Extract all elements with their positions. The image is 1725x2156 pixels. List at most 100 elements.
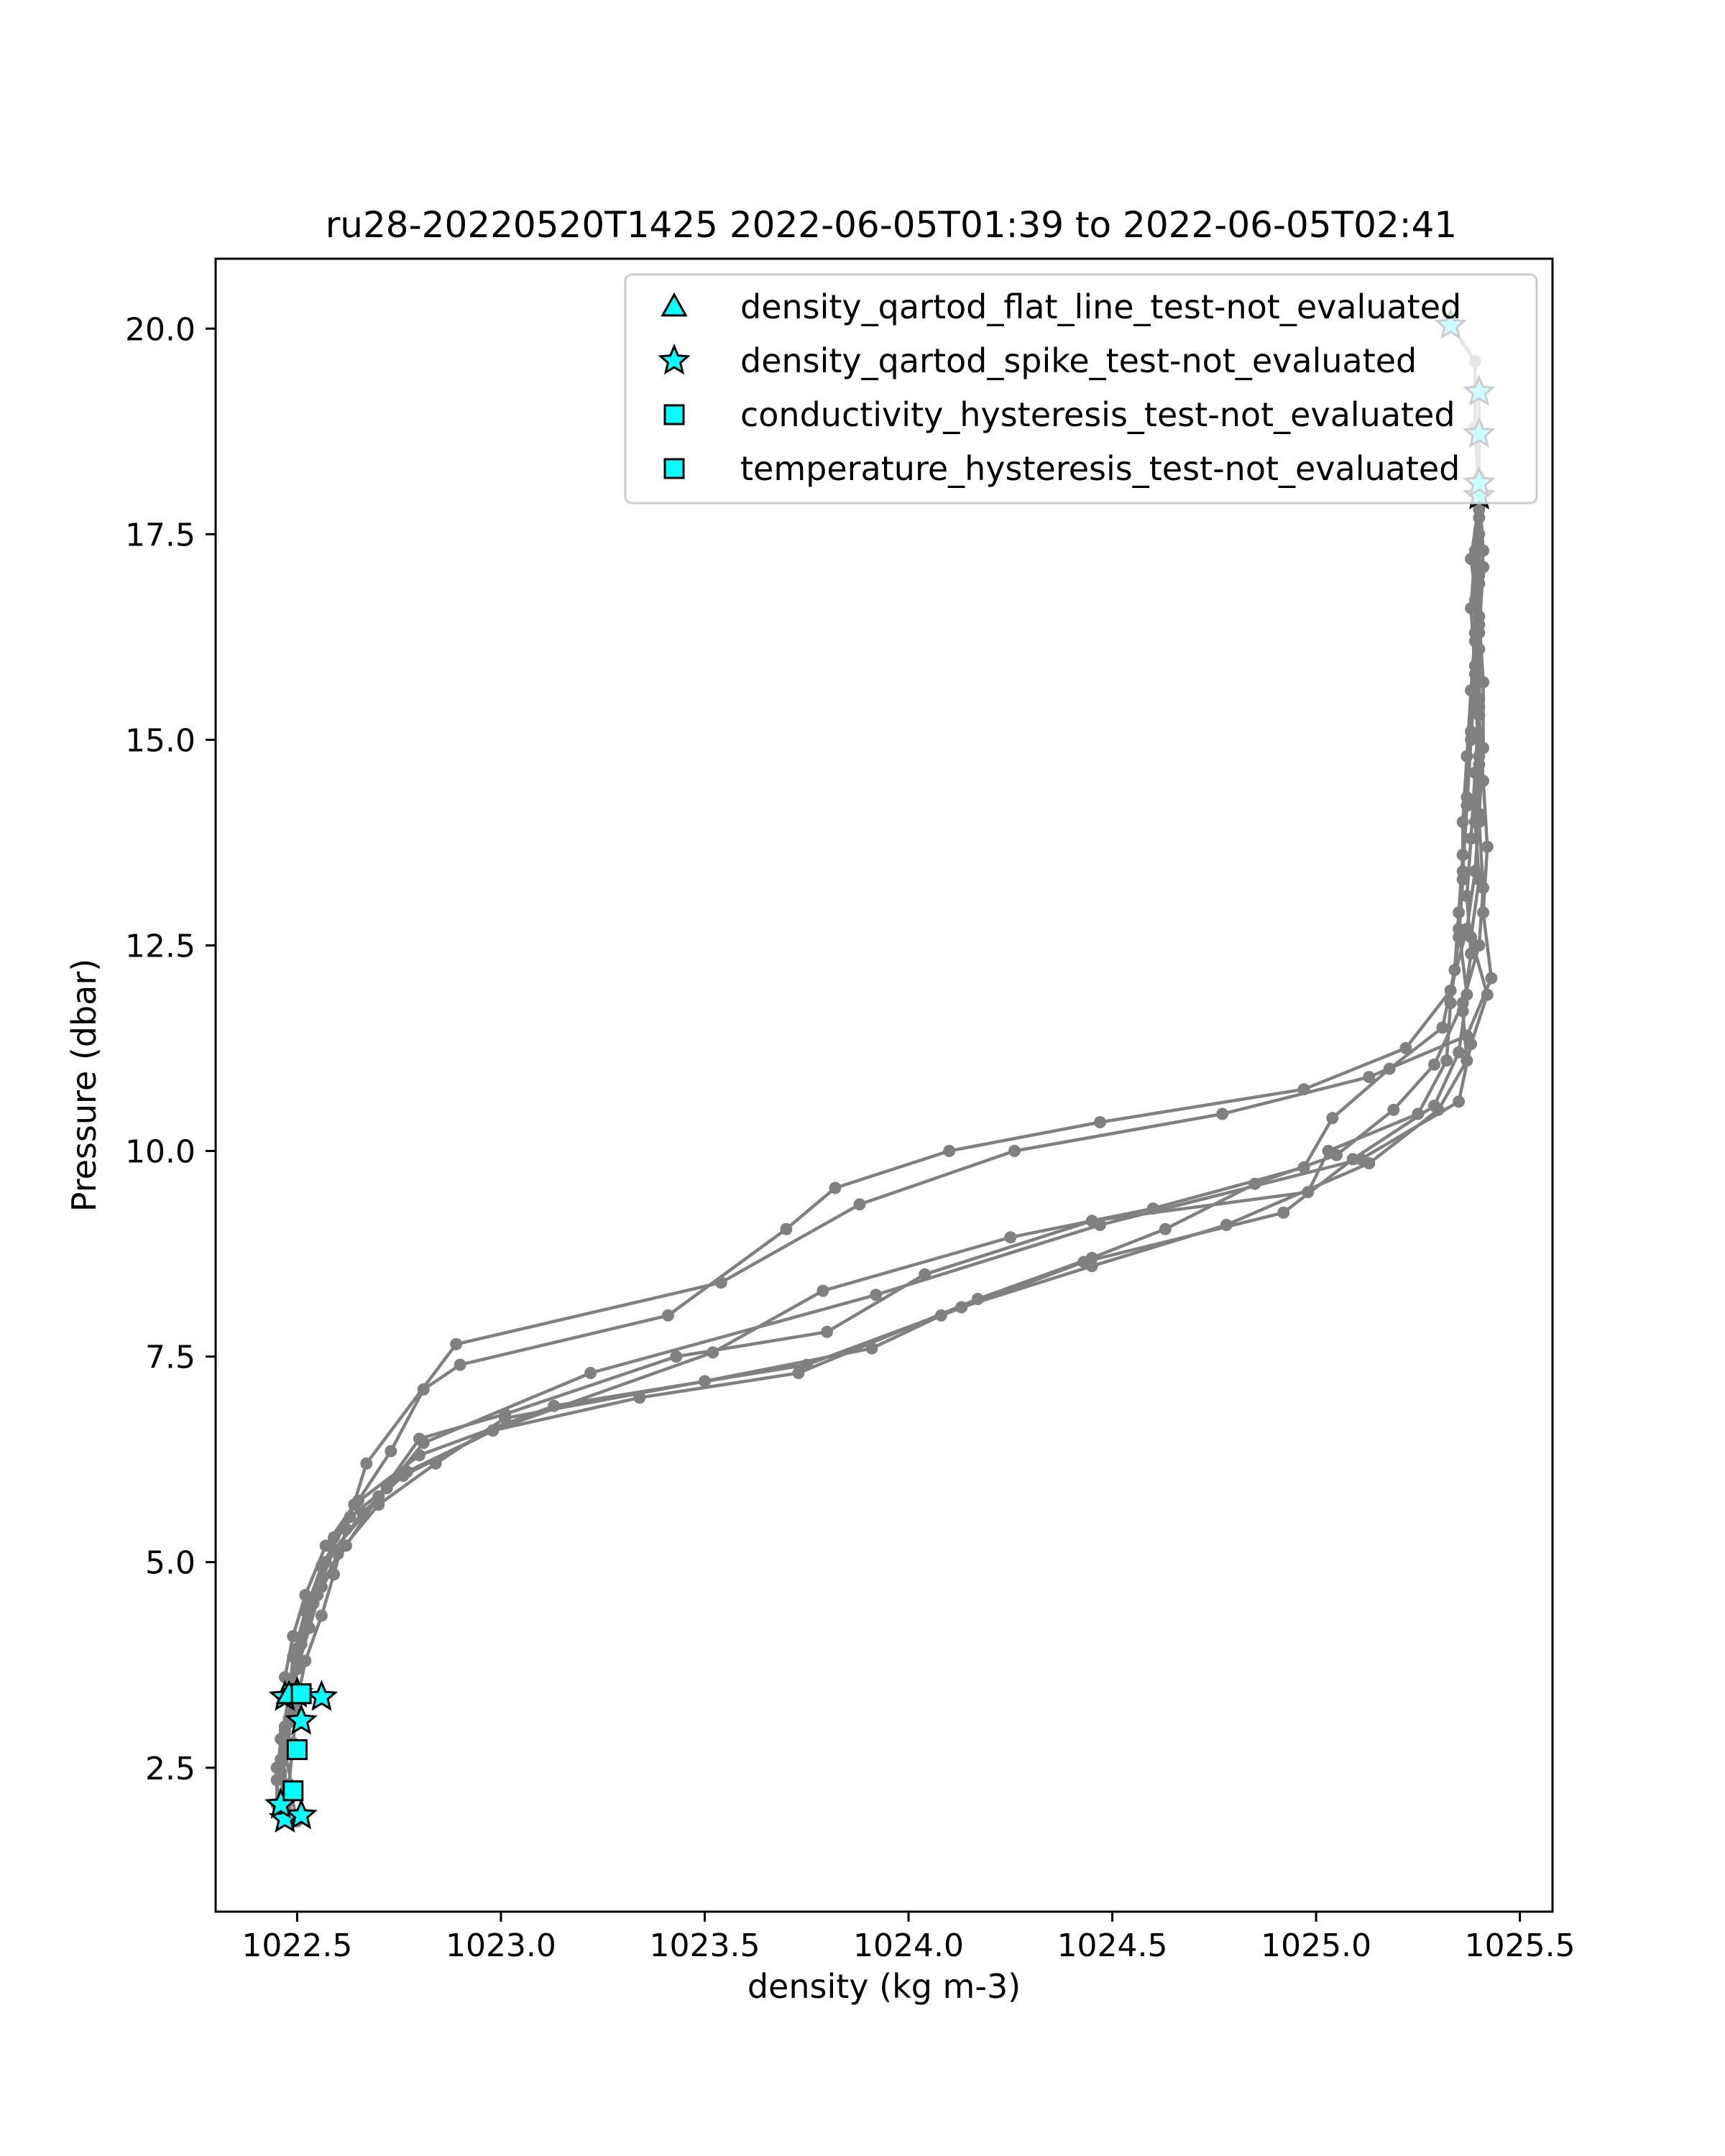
legend-label: conductivity_hysteresis_test-not_evaluat… bbox=[740, 395, 1455, 434]
data-point bbox=[328, 1568, 340, 1581]
data-point bbox=[714, 1276, 727, 1289]
y-tick-label: 12.5 bbox=[125, 928, 196, 964]
legend-label: temperature_hysteresis_test-not_evaluate… bbox=[740, 449, 1460, 488]
data-point bbox=[270, 1774, 283, 1787]
data-point bbox=[454, 1358, 466, 1371]
data-point bbox=[1460, 791, 1473, 803]
y-axis: 2.5 5.0 7.5 10.0 12.5 15.0 17.5 20.0 bbox=[125, 311, 216, 1787]
data-point bbox=[853, 1198, 866, 1211]
flag-marker-square bbox=[282, 1780, 304, 1802]
data-point bbox=[401, 1465, 413, 1478]
data-point bbox=[816, 1284, 829, 1297]
x-tick-label: 1025.5 bbox=[1465, 1927, 1576, 1964]
data-point bbox=[315, 1580, 328, 1593]
data-point bbox=[1473, 627, 1486, 640]
data-point bbox=[1428, 1058, 1440, 1071]
x-tick-label: 1025.0 bbox=[1261, 1927, 1371, 1964]
profile-line-8 bbox=[275, 501, 1485, 1813]
data-point bbox=[303, 1621, 316, 1634]
x-tick-label: 1023.0 bbox=[446, 1927, 556, 1964]
data-point bbox=[821, 1325, 834, 1338]
data-point bbox=[1465, 832, 1478, 845]
x-axis: 1022.5 1023.0 1023.5 1024.0 1024.5 1025.0 1025… bbox=[242, 1912, 1576, 1964]
data-point bbox=[299, 1605, 312, 1618]
flag-marker-star bbox=[285, 1703, 318, 1735]
data-point bbox=[707, 1346, 719, 1359]
data-point bbox=[1477, 881, 1490, 894]
x-tick-label: 1023.5 bbox=[650, 1927, 760, 1964]
data-point bbox=[1481, 840, 1494, 853]
data-point bbox=[584, 1367, 597, 1379]
data-point bbox=[1302, 1186, 1315, 1199]
data-point bbox=[290, 1662, 303, 1675]
plot-area bbox=[214, 257, 1554, 1913]
data-point bbox=[780, 1222, 793, 1235]
data-point bbox=[670, 1350, 683, 1363]
data-point bbox=[1216, 1107, 1229, 1120]
data-point bbox=[1460, 1029, 1473, 1042]
data-point bbox=[1085, 1251, 1098, 1264]
data-point bbox=[1456, 997, 1469, 1010]
data-point bbox=[662, 1309, 674, 1322]
data-point bbox=[1363, 1071, 1376, 1084]
data-point bbox=[344, 1511, 356, 1524]
data-point bbox=[943, 1145, 956, 1157]
legend: density_qartod_flat_line_test-not_evalua… bbox=[624, 273, 1538, 505]
legend-box bbox=[624, 273, 1538, 505]
data-point bbox=[1453, 906, 1466, 919]
data-point bbox=[1453, 1046, 1466, 1059]
data-point bbox=[792, 1367, 805, 1379]
data-point bbox=[1453, 1095, 1466, 1108]
data-point bbox=[360, 1457, 373, 1470]
data-point bbox=[1444, 984, 1457, 997]
data-point bbox=[1428, 1100, 1440, 1112]
data-point bbox=[385, 1445, 397, 1457]
x-axis-label: density (kg m-3) bbox=[748, 1967, 1021, 2006]
legend-marker-triangle bbox=[661, 292, 688, 317]
data-point bbox=[870, 1289, 883, 1302]
data-point bbox=[1159, 1222, 1172, 1235]
data-point bbox=[1465, 553, 1478, 566]
data-point bbox=[1387, 1103, 1400, 1116]
data-point bbox=[1456, 816, 1469, 829]
legend-marker-square bbox=[663, 404, 685, 425]
data-point bbox=[1440, 1054, 1453, 1067]
plot-frame bbox=[214, 257, 1554, 1913]
data-point bbox=[1436, 1021, 1449, 1034]
data-point bbox=[1473, 692, 1486, 705]
y-tick-label: 15.0 bbox=[125, 722, 196, 759]
data-point bbox=[1473, 758, 1486, 771]
legend-marker-square bbox=[663, 458, 685, 479]
flag-marker-star bbox=[285, 1798, 318, 1830]
data-point bbox=[417, 1437, 430, 1450]
x-tick-label: 1024.0 bbox=[853, 1927, 964, 1964]
data-point bbox=[299, 1654, 312, 1667]
y-tick-label: 2.5 bbox=[145, 1751, 196, 1787]
data-point bbox=[633, 1391, 646, 1404]
plot-background bbox=[216, 259, 1552, 1912]
data-point bbox=[1094, 1219, 1106, 1231]
data-point bbox=[1473, 939, 1486, 952]
legend-label: density_qartod_flat_line_test-not_evalua… bbox=[740, 287, 1461, 326]
y-tick-label: 20.0 bbox=[125, 311, 196, 348]
data-point bbox=[1399, 1042, 1412, 1054]
data-point bbox=[829, 1181, 842, 1194]
data-point bbox=[1456, 849, 1469, 862]
data-point bbox=[1326, 1112, 1339, 1125]
x-tick-label: 1024.5 bbox=[1057, 1927, 1168, 1964]
data-point bbox=[1355, 1153, 1367, 1166]
chart-title: ru28-20220520T1425 2022-06-05T01:39 to 2… bbox=[326, 204, 1458, 246]
data-point bbox=[315, 1560, 328, 1572]
y-tick-label: 7.5 bbox=[145, 1340, 196, 1376]
y-tick-label: 17.5 bbox=[125, 517, 196, 553]
data-point bbox=[287, 1650, 300, 1663]
y-axis-label: Pressure (dbar) bbox=[65, 959, 104, 1212]
data-point bbox=[1330, 1148, 1343, 1161]
y-tick-label: 5.0 bbox=[145, 1545, 196, 1582]
data-point bbox=[1004, 1231, 1017, 1244]
flag-marker-square bbox=[286, 1739, 308, 1761]
data-point bbox=[315, 1609, 328, 1622]
data-point bbox=[1008, 1145, 1021, 1157]
data-point bbox=[1412, 1107, 1425, 1120]
data-point bbox=[450, 1337, 463, 1350]
